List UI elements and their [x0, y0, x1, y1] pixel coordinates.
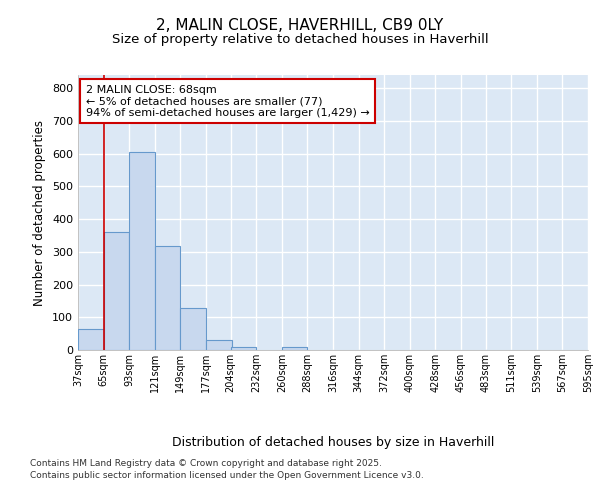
Bar	[282, 346, 307, 350]
Text: Contains public sector information licensed under the Open Government Licence v3: Contains public sector information licen…	[30, 471, 424, 480]
Text: 2 MALIN CLOSE: 68sqm
← 5% of detached houses are smaller (77)
94% of semi-detach: 2 MALIN CLOSE: 68sqm ← 5% of detached ho…	[86, 84, 370, 118]
Bar	[230, 346, 256, 350]
Text: Size of property relative to detached houses in Haverhill: Size of property relative to detached ho…	[112, 32, 488, 46]
Bar	[206, 340, 232, 350]
Bar	[104, 232, 129, 350]
Text: Distribution of detached houses by size in Haverhill: Distribution of detached houses by size …	[172, 436, 494, 449]
Text: Contains HM Land Registry data © Crown copyright and database right 2025.: Contains HM Land Registry data © Crown c…	[30, 458, 382, 468]
Bar	[78, 328, 104, 350]
Y-axis label: Number of detached properties: Number of detached properties	[34, 120, 46, 306]
Bar	[129, 152, 155, 350]
Bar	[155, 246, 181, 350]
Bar	[181, 308, 206, 350]
Text: 2, MALIN CLOSE, HAVERHILL, CB9 0LY: 2, MALIN CLOSE, HAVERHILL, CB9 0LY	[157, 18, 443, 32]
